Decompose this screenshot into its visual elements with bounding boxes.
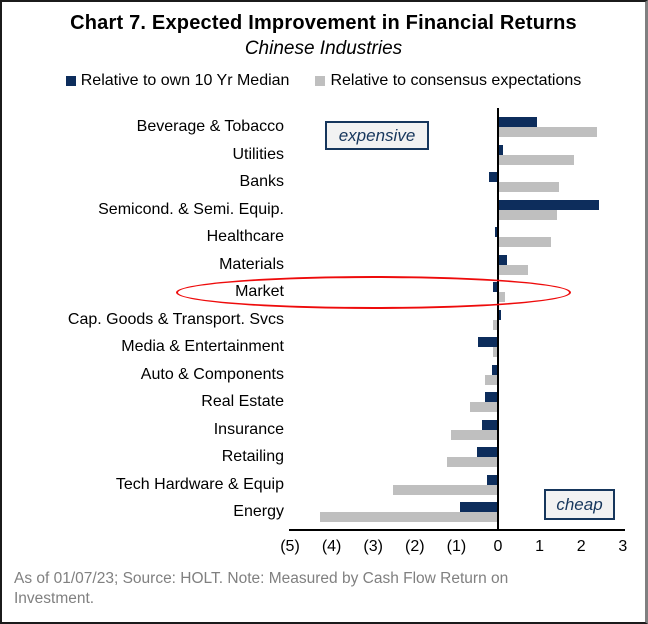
bar-median-tech-hardware-equip bbox=[486, 474, 497, 485]
bar-consensus-real-estate bbox=[469, 402, 497, 412]
bar-consensus-beverage-tobacco bbox=[497, 127, 597, 137]
bar-consensus-energy bbox=[320, 512, 497, 522]
x-tick-2: 2 bbox=[576, 538, 586, 555]
annotation-expensive-label: expensive bbox=[338, 125, 416, 145]
category-label-healthcare: Healthcare bbox=[206, 228, 284, 245]
chart-subtitle: Chinese Industries bbox=[244, 38, 403, 59]
category-label-real-estate: Real Estate bbox=[201, 393, 284, 410]
category-label-tech-hardware-equip: Tech Hardware & Equip bbox=[115, 475, 284, 493]
legend-swatch-navy-icon bbox=[65, 76, 76, 86]
x-axis-line bbox=[289, 529, 625, 531]
chart-title: Chart 7. Expected Improvement in Financi… bbox=[70, 12, 577, 34]
annotation-cheap-label: cheap bbox=[556, 494, 603, 514]
x-tick-n3n: (3) bbox=[363, 538, 383, 555]
category-label-materials: Materials bbox=[219, 255, 284, 273]
bar-median-beverage-tobacco bbox=[497, 117, 537, 127]
bar-median-energy bbox=[459, 502, 497, 512]
bar-median-utilities bbox=[497, 144, 504, 155]
category-label-beverage-tobacco: Beverage & Tobacco bbox=[136, 118, 284, 135]
category-label-media-entertainment: Media & Entertainment bbox=[121, 338, 284, 355]
annotation-cheap: cheap bbox=[544, 489, 615, 520]
category-label-auto-components: Auto & Components bbox=[140, 365, 284, 383]
category-label-energy: Energy bbox=[233, 503, 284, 520]
bar-consensus-semicond-semi-equip bbox=[497, 209, 558, 220]
legend: Relative to own 10 Yr Median Relative to… bbox=[2, 72, 645, 90]
legend-label-own-median: Relative to own 10 Yr Median bbox=[80, 72, 290, 89]
bar-consensus-tech-hardware-equip bbox=[393, 484, 497, 495]
category-label-semicond-semi-equip: Semicond. & Semi. Equip. bbox=[98, 200, 284, 218]
legend-item-own-median: Relative to own 10 Yr Median bbox=[65, 72, 290, 90]
category-label-utilities: Utilities bbox=[232, 145, 284, 163]
bar-median-banks bbox=[488, 172, 497, 182]
market-highlight-ellipse bbox=[176, 276, 571, 309]
bar-median-auto-components bbox=[492, 364, 497, 375]
source-note: As of 01/07/23; Source: HOLT. Note: Meas… bbox=[14, 570, 509, 608]
x-tick-n1n: (1) bbox=[446, 538, 467, 555]
bar-median-insurance bbox=[481, 419, 497, 430]
bar-consensus-media-entertainment bbox=[492, 347, 497, 357]
legend-item-consensus: Relative to consensus expectations bbox=[315, 72, 581, 90]
x-tick-n2n: (2) bbox=[405, 538, 425, 555]
bar-consensus-cap-goods-transport-svcs bbox=[492, 319, 497, 330]
x-tick-3: 3 bbox=[618, 538, 628, 555]
legend-label-consensus: Relative to consensus expectations bbox=[330, 72, 582, 89]
bar-median-media-entertainment bbox=[478, 337, 497, 347]
bar-median-materials bbox=[497, 254, 508, 265]
x-tick-n5n: (5) bbox=[280, 538, 300, 555]
category-label-cap-goods-transport-svcs: Cap. Goods & Transport. Svcs bbox=[67, 310, 284, 328]
bar-median-semicond-semi-equip bbox=[497, 199, 599, 210]
category-label-insurance: Insurance bbox=[213, 420, 284, 438]
bar-consensus-retailing bbox=[447, 457, 497, 467]
bar-median-real-estate bbox=[484, 392, 497, 402]
bar-median-retailing bbox=[477, 447, 497, 457]
category-label-retailing: Retailing bbox=[221, 448, 284, 465]
category-label-banks: Banks bbox=[239, 173, 284, 190]
zero-axis-line bbox=[497, 108, 499, 531]
bar-median-cap-goods-transport-svcs bbox=[497, 309, 502, 320]
bar-consensus-banks bbox=[497, 182, 560, 192]
legend-swatch-gray-icon bbox=[315, 76, 326, 86]
x-tick-1: 1 bbox=[535, 538, 545, 555]
bar-consensus-materials bbox=[497, 264, 529, 275]
x-tick-0: 0 bbox=[493, 538, 503, 555]
bar-median-healthcare bbox=[494, 227, 497, 237]
bar-consensus-insurance bbox=[451, 429, 497, 440]
annotation-expensive: expensive bbox=[325, 121, 429, 150]
bar-consensus-utilities bbox=[497, 154, 574, 165]
x-tick-n4n: (4) bbox=[321, 538, 342, 555]
bar-consensus-healthcare bbox=[497, 237, 552, 247]
bar-consensus-auto-components bbox=[484, 374, 497, 385]
